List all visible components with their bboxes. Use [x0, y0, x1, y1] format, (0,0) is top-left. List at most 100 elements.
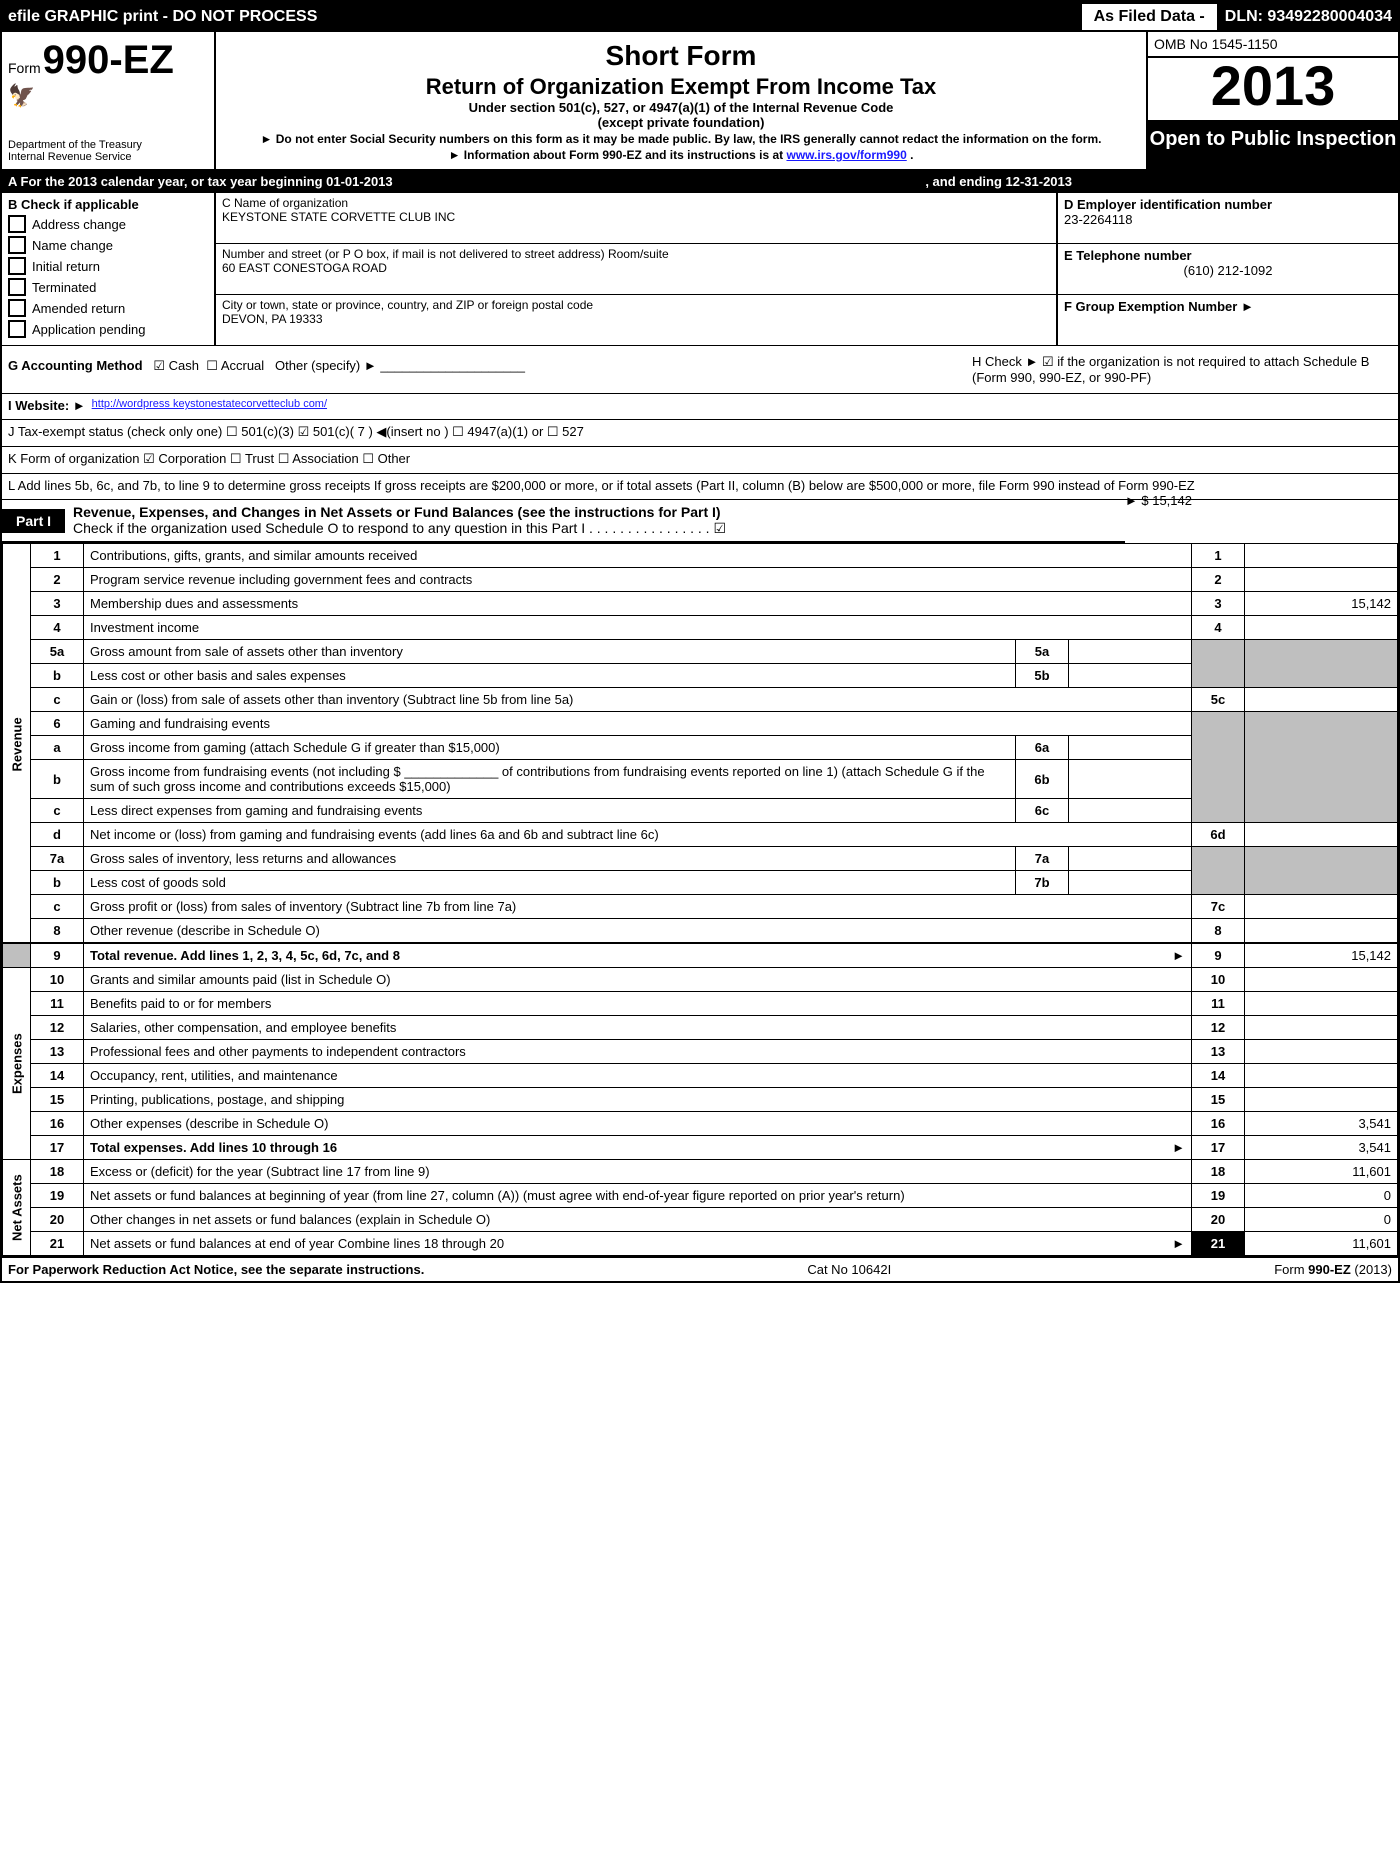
l3-num: 3 [31, 592, 84, 616]
col-d: D Employer identification number 23-2264… [1056, 193, 1398, 345]
l6d-rnum: 6d [1192, 823, 1245, 847]
l21-desc: Net assets or fund balances at end of ye… [84, 1232, 1192, 1256]
l17-rnum: 17 [1192, 1136, 1245, 1160]
l17-arrow: ► [1172, 1140, 1185, 1155]
header: Form 990-EZ 🦅 Department of the Treasury… [2, 32, 1398, 171]
topbar-left: efile GRAPHIC print - DO NOT PROCESS [2, 4, 1080, 30]
l12-desc: Salaries, other compensation, and employ… [84, 1016, 1192, 1040]
l7b-sv [1069, 871, 1192, 895]
tax-year: 2013 [1148, 58, 1398, 122]
l8-rnum: 8 [1192, 919, 1245, 944]
l7a-sv [1069, 847, 1192, 871]
website-label: I Website: ► [8, 398, 86, 413]
chk-terminated[interactable]: Terminated [8, 278, 208, 296]
l6d-val [1245, 823, 1398, 847]
phone-label: E Telephone number [1064, 248, 1392, 263]
l3-desc: Membership dues and assessments [84, 592, 1192, 616]
expenses-label: Expenses [3, 968, 31, 1160]
website-link[interactable]: http://wordpress keystonestatecorvettecl… [92, 398, 327, 410]
l20-rnum: 20 [1192, 1208, 1245, 1232]
chk-initial-return[interactable]: Initial return [8, 257, 208, 275]
l18-rnum: 18 [1192, 1160, 1245, 1184]
l13-num: 13 [31, 1040, 84, 1064]
topbar-right: DLN: 93492280004034 [1219, 4, 1398, 30]
irs-logo-icon: 🦅 [8, 83, 208, 109]
l9-desc: Total revenue. Add lines 1, 2, 3, 4, 5c,… [84, 943, 1192, 968]
org-name-row: C Name of organization KEYSTONE STATE CO… [216, 193, 1056, 244]
subtitle-1: Under section 501(c), 527, or 4947(a)(1)… [228, 100, 1134, 115]
l7ab-greyv [1245, 847, 1398, 895]
phone-row: E Telephone number (610) 212-1092 [1058, 244, 1398, 295]
l12-num: 12 [31, 1016, 84, 1040]
l20-val: 0 [1245, 1208, 1398, 1232]
l5a-sn: 5a [1016, 640, 1069, 664]
l10-val [1245, 968, 1398, 992]
l2-desc: Program service revenue including govern… [84, 568, 1192, 592]
form-prefix: Form [8, 60, 41, 76]
open-to-public: Open to Public Inspection [1148, 122, 1398, 169]
group-ex-arrow: ► [1241, 299, 1254, 314]
l1-val [1245, 544, 1398, 568]
irs-link[interactable]: www.irs.gov/form990 [786, 148, 906, 162]
revenue-label: Revenue [3, 544, 31, 944]
part1-table: Revenue 1 Contributions, gifts, grants, … [2, 543, 1398, 1256]
return-title: Return of Organization Exempt From Incom… [228, 74, 1134, 100]
l17-val: 3,541 [1245, 1136, 1398, 1160]
l2-val [1245, 568, 1398, 592]
l6a-desc: Gross income from gaming (attach Schedul… [84, 736, 1016, 760]
l6c-desc: Less direct expenses from gaming and fun… [84, 799, 1016, 823]
l5c-rnum: 5c [1192, 688, 1245, 712]
l4-val [1245, 616, 1398, 640]
l6d-num: d [31, 823, 84, 847]
line-l: L Add lines 5b, 6c, and 7b, to line 9 to… [2, 474, 1398, 500]
l21-val: 11,601 [1245, 1232, 1398, 1256]
l16-num: 16 [31, 1112, 84, 1136]
row-a-end: , and ending 12-31-2013 [925, 174, 1072, 189]
top-bar: efile GRAPHIC print - DO NOT PROCESS As … [2, 2, 1398, 32]
chk-pending[interactable]: Application pending [8, 320, 208, 338]
ein-row: D Employer identification number 23-2264… [1058, 193, 1398, 244]
l19-num: 19 [31, 1184, 84, 1208]
h-check: H Check ► ☑ if the organization is not r… [966, 346, 1398, 393]
l2-rnum: 2 [1192, 568, 1245, 592]
l5c-desc: Gain or (loss) from sale of assets other… [84, 688, 1192, 712]
g-accounting: G Accounting Method ☑ Cash ☐ Accrual Oth… [2, 346, 966, 393]
l6-num: 6 [31, 712, 84, 736]
l8-val [1245, 919, 1398, 944]
l17-desc: Total expenses. Add lines 10 through 16 … [84, 1136, 1192, 1160]
l7b-num: b [31, 871, 84, 895]
l6-desc: Gaming and fundraising events [84, 712, 1192, 736]
org-name-value: KEYSTONE STATE CORVETTE CLUB INC [222, 210, 1050, 224]
org-addr-row: Number and street (or P O box, if mail i… [216, 244, 1056, 295]
l6c-sn: 6c [1016, 799, 1069, 823]
l5ab-greyv [1245, 640, 1398, 688]
l6c-num: c [31, 799, 84, 823]
part1-title: Revenue, Expenses, and Changes in Net As… [65, 500, 1125, 541]
l6-grey [1192, 712, 1245, 823]
l11-num: 11 [31, 992, 84, 1016]
l6-greyv [1245, 712, 1398, 823]
l11-val [1245, 992, 1398, 1016]
col-b: B Check if applicable Address change Nam… [2, 193, 216, 345]
l5a-num: 5a [31, 640, 84, 664]
group-ex-label: F Group Exemption Number [1064, 299, 1237, 314]
l5b-num: b [31, 664, 84, 688]
group-exemption-row: F Group Exemption Number ► [1058, 295, 1398, 345]
l11-rnum: 11 [1192, 992, 1245, 1016]
form-number: Form 990-EZ [8, 38, 208, 83]
l13-desc: Professional fees and other payments to … [84, 1040, 1192, 1064]
l2-num: 2 [31, 568, 84, 592]
header-right: OMB No 1545-1150 2013 Open to Public Ins… [1146, 32, 1398, 169]
sub3-post: . [910, 148, 913, 162]
chk-address-change[interactable]: Address change [8, 215, 208, 233]
ein-value: 23-2264118 [1064, 212, 1392, 227]
subtitle-2: ► Do not enter Social Security numbers o… [228, 132, 1134, 146]
chk-amended[interactable]: Amended return [8, 299, 208, 317]
col-b-title: B Check if applicable [8, 197, 208, 212]
l8-desc: Other revenue (describe in Schedule O) [84, 919, 1192, 944]
l9-val: 15,142 [1245, 943, 1398, 968]
phone-value: (610) 212-1092 [1064, 263, 1392, 278]
chk-name-change[interactable]: Name change [8, 236, 208, 254]
org-addr-value: 60 EAST CONESTOGA ROAD [222, 261, 1050, 275]
l1-rnum: 1 [1192, 544, 1245, 568]
